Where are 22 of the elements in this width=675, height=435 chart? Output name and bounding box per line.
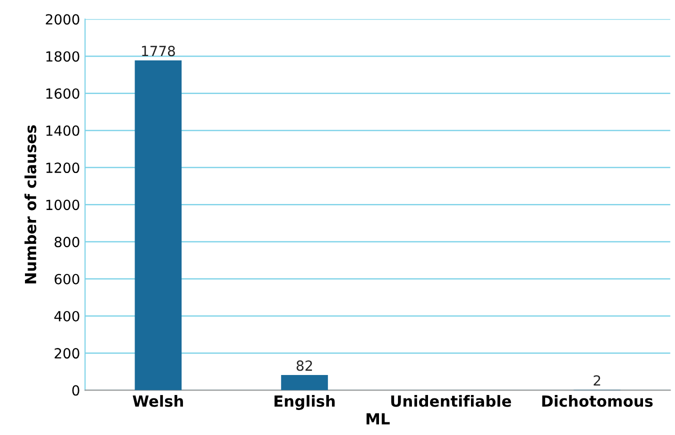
- data-label: 82: [296, 360, 312, 371]
- y-tick-label: 400: [54, 310, 80, 322]
- y-tick-label: 1000: [46, 200, 80, 210]
- y-tick-label: 600: [54, 274, 80, 284]
- y-tick-label: 1600: [46, 88, 80, 99]
- x-tick-label: Dichotomous: [542, 395, 653, 407]
- x-tick-label: Welsh: [132, 395, 183, 407]
- y-tick-label: 1400: [46, 125, 80, 136]
- y-tick-label: 200: [54, 348, 80, 359]
- bar: [281, 374, 328, 390]
- y-tick-label: 1800: [46, 51, 80, 62]
- x-tick-label: Unidentifiable: [391, 395, 512, 407]
- y-tick-label: 0: [72, 385, 80, 396]
- data-label: 1778: [142, 46, 175, 56]
- y-tick-label: 800: [54, 236, 80, 248]
- x-tick-label: English: [274, 395, 335, 410]
- y-axis-title: Number of clauses: [24, 125, 36, 284]
- x-axis-title: ML: [366, 413, 390, 424]
- y-tick-label: 1200: [46, 162, 80, 174]
- y-tick-label: 2000: [46, 14, 80, 25]
- data-label: 2: [594, 375, 600, 386]
- bar: [134, 60, 182, 390]
